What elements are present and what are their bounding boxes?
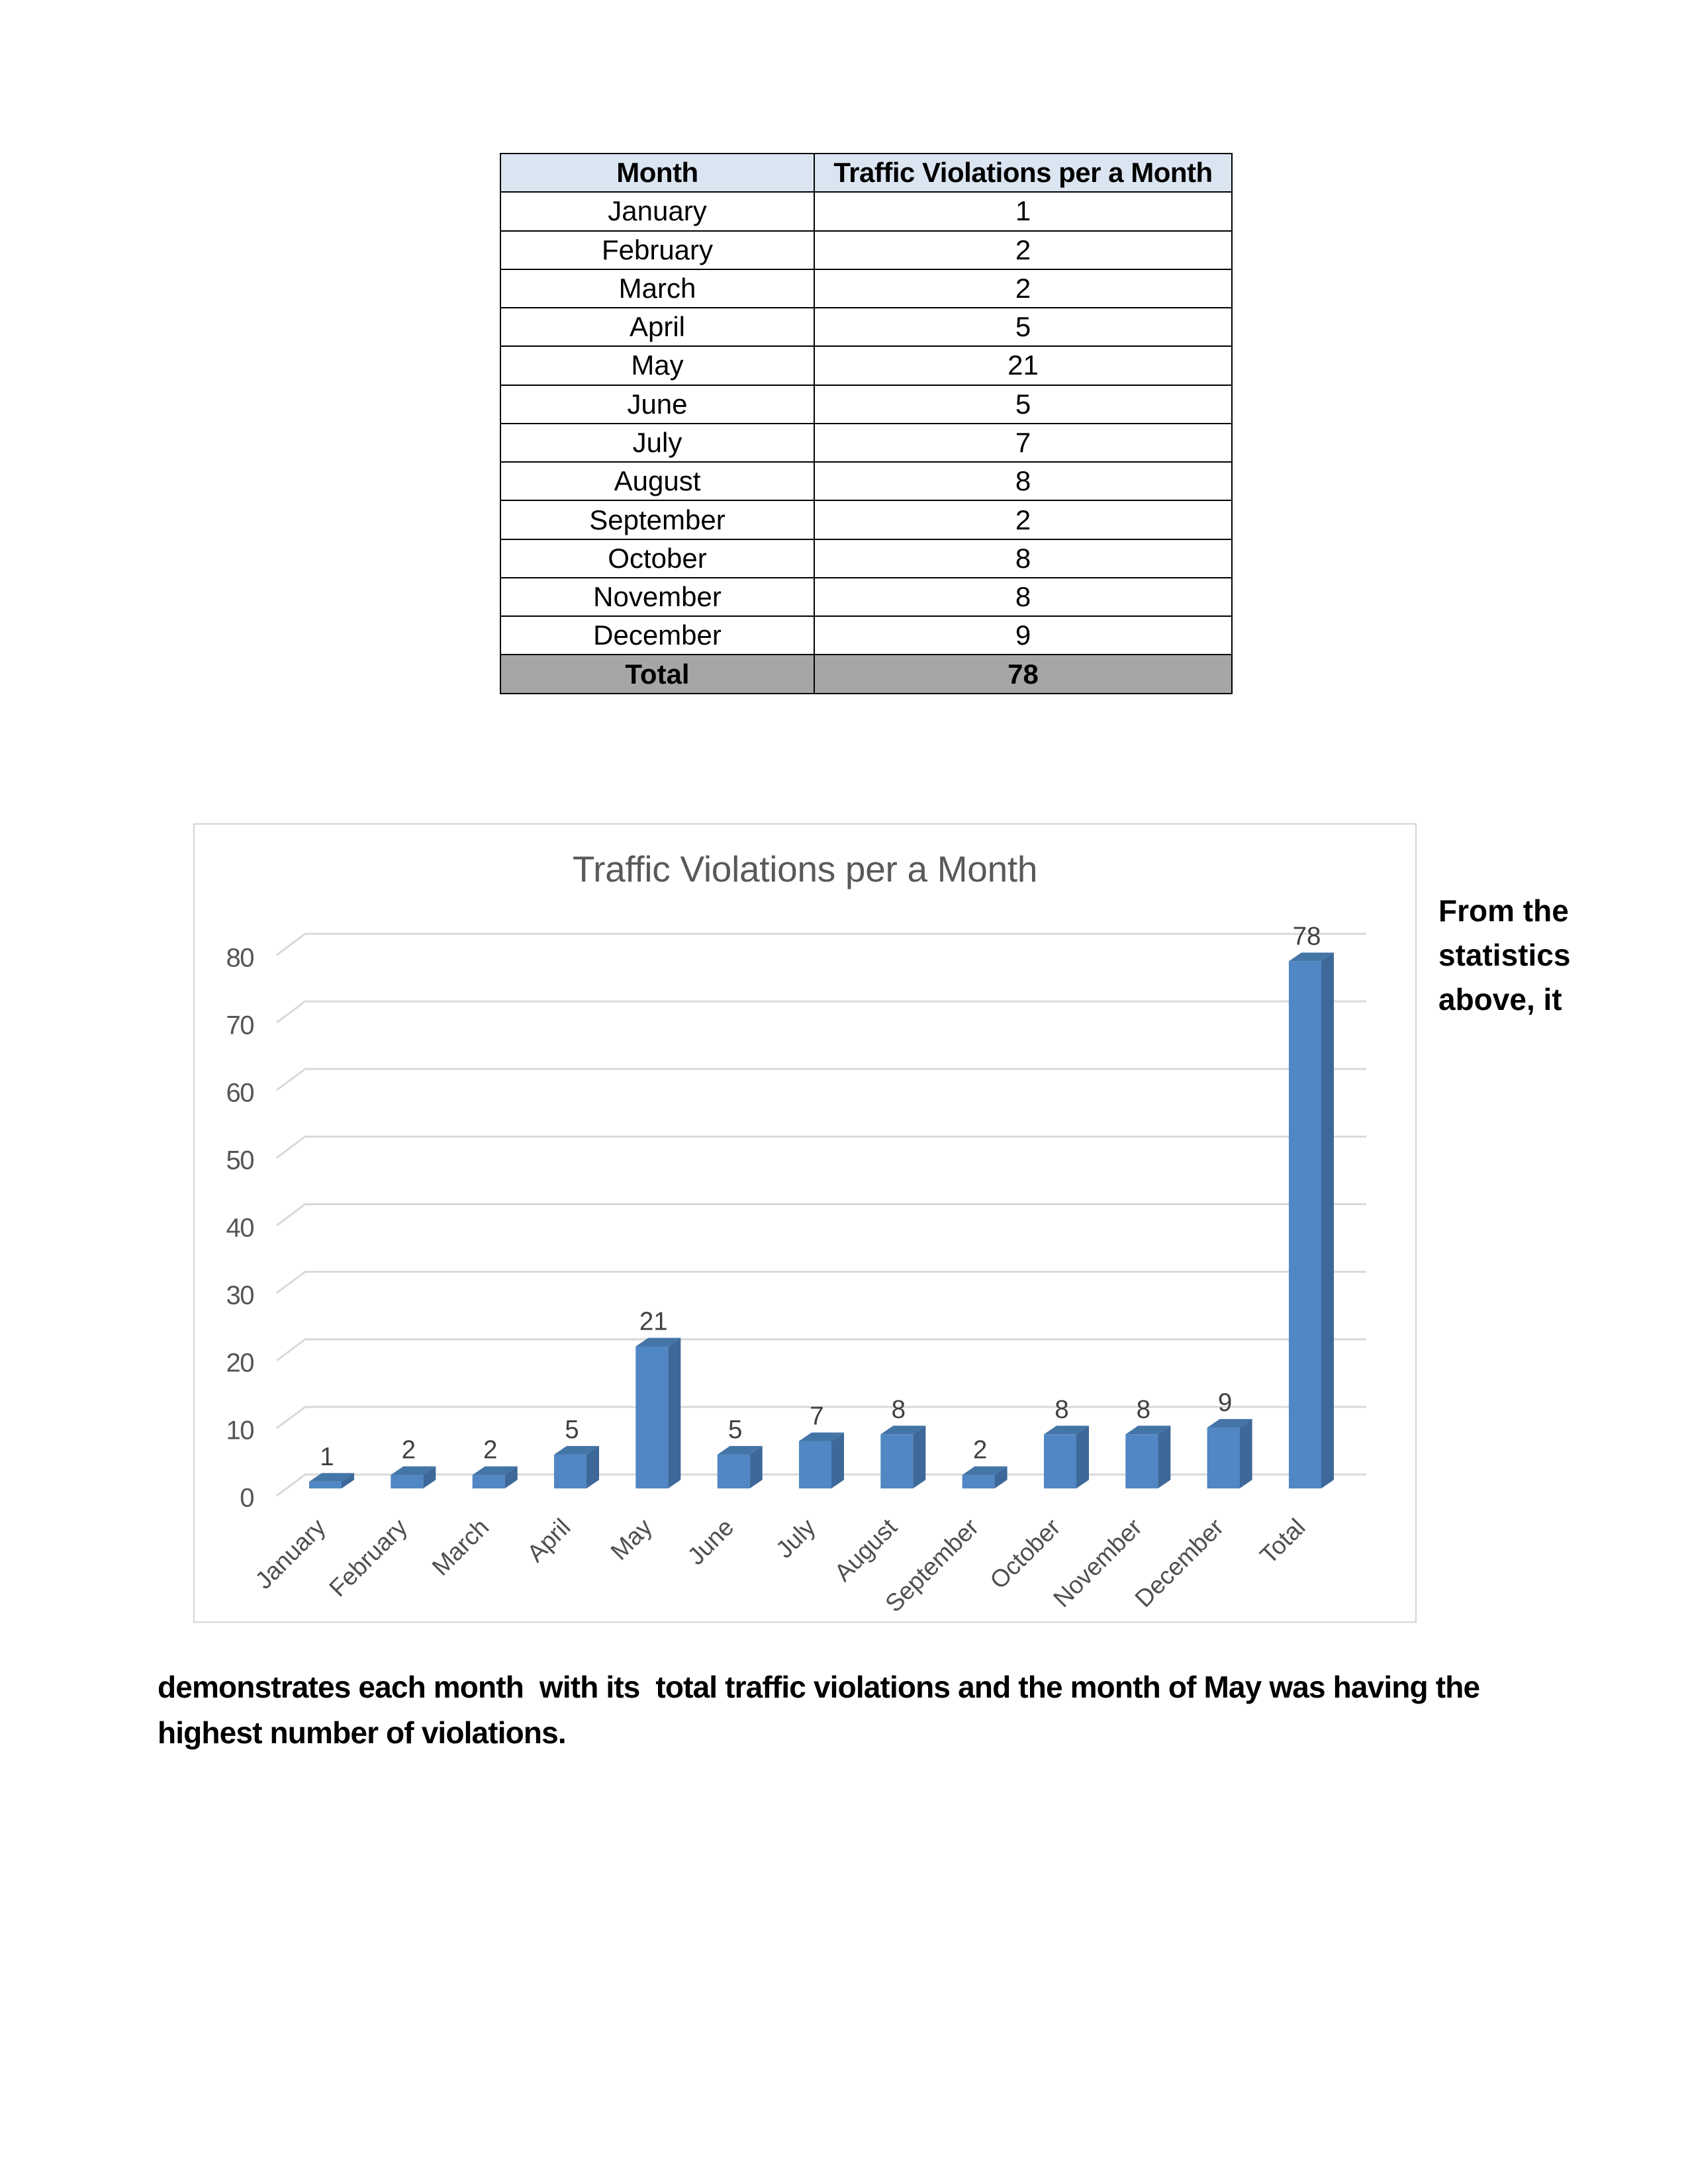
svg-text:August: August (829, 1513, 903, 1586)
svg-text:10: 10 (226, 1416, 254, 1445)
svg-text:8: 8 (1055, 1395, 1068, 1424)
svg-text:2: 2 (973, 1436, 987, 1465)
svg-text:70: 70 (226, 1011, 254, 1040)
svg-text:June: June (682, 1514, 739, 1570)
svg-text:5: 5 (565, 1416, 579, 1444)
svg-text:60: 60 (226, 1079, 254, 1108)
svg-text:40: 40 (226, 1214, 254, 1243)
svg-text:2: 2 (483, 1436, 497, 1465)
svg-text:2: 2 (402, 1436, 416, 1465)
svg-text:April: April (522, 1514, 575, 1567)
svg-text:50: 50 (226, 1146, 254, 1175)
svg-text:21: 21 (639, 1308, 668, 1336)
svg-text:5: 5 (728, 1416, 742, 1444)
svg-text:8: 8 (892, 1395, 906, 1424)
svg-text:Traffic Violations per a Month: Traffic Violations per a Month (573, 848, 1037, 889)
svg-text:December: December (1130, 1514, 1229, 1613)
svg-text:20: 20 (226, 1349, 254, 1378)
svg-text:8: 8 (1137, 1395, 1150, 1424)
svg-text:80: 80 (226, 944, 254, 973)
svg-text:7: 7 (810, 1402, 823, 1431)
svg-text:30: 30 (226, 1281, 254, 1310)
svg-text:1: 1 (320, 1443, 334, 1471)
svg-text:March: March (427, 1514, 494, 1581)
svg-text:Total: Total (1254, 1514, 1310, 1569)
svg-text:0: 0 (240, 1484, 254, 1513)
svg-text:November: November (1048, 1514, 1147, 1613)
svg-text:October: October (985, 1514, 1066, 1594)
svg-text:February: February (324, 1513, 412, 1602)
svg-text:78: 78 (1293, 922, 1321, 950)
svg-text:May: May (606, 1513, 658, 1565)
svg-text:July: July (771, 1513, 821, 1563)
svg-text:January: January (250, 1513, 331, 1594)
svg-text:9: 9 (1218, 1388, 1232, 1417)
